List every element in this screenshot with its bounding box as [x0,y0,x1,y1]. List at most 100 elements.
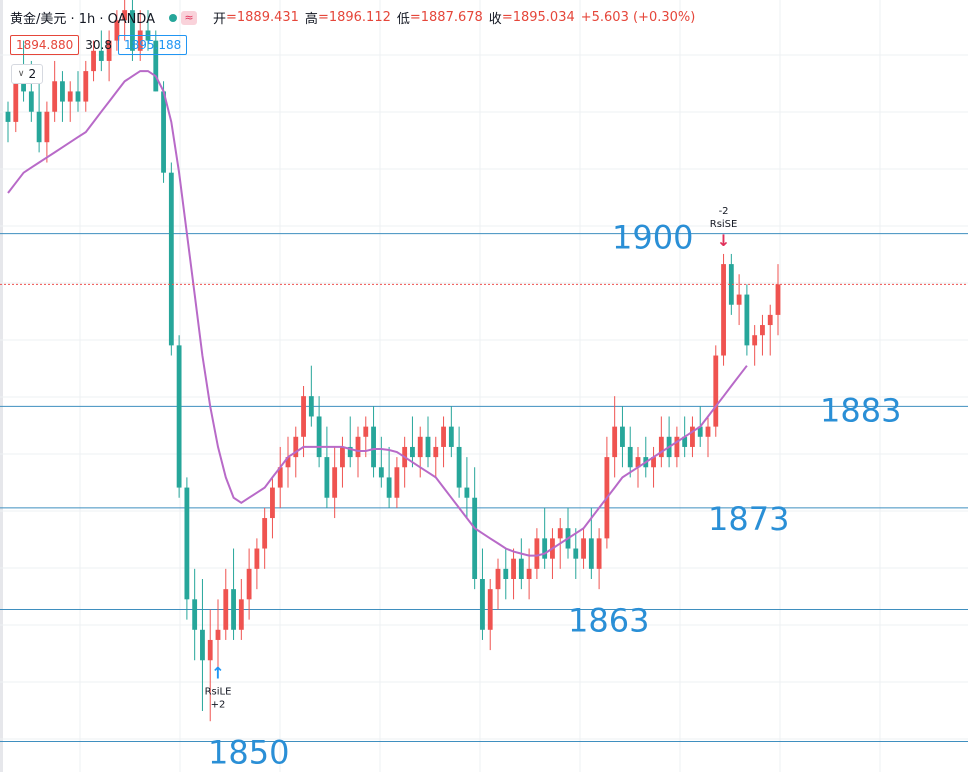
level-label: 1900 [612,219,693,257]
candle-body [480,579,485,630]
candle-body [153,40,159,92]
low-label: 低 [396,12,410,27]
candle-body [588,538,594,569]
candle-body [433,446,439,458]
candle-body [651,457,656,468]
candle-body [526,568,532,579]
candle-body [690,426,695,447]
candle-body [713,355,719,427]
close-value: =1895.034 [501,10,575,25]
candle-body [767,314,773,326]
candle-body [254,548,260,569]
high-label: 高 [304,12,318,27]
indicators-toggle-button[interactable]: ∨ 2 [11,64,43,84]
candle-body [495,568,501,590]
candle-body [425,436,431,458]
candle-body [503,568,509,579]
sell-signal-arrow-icon: ↓ [717,231,730,250]
spread-value: 30.8 [85,38,112,52]
candle-body [487,589,493,630]
level-label: 1873 [708,500,789,538]
candle-body [456,446,462,488]
market-status-icon [168,13,177,22]
candle-body [347,446,353,458]
level-label: 1863 [568,601,649,639]
candle-body [60,81,65,102]
high-value: =1896.112 [317,10,391,25]
candle-body [293,436,299,458]
candle-body [200,629,205,661]
candle-body [270,487,275,519]
chart-left-edge [0,0,3,772]
level-label: 1883 [820,391,901,429]
candle-body [363,426,369,437]
candle-body [137,30,143,51]
candle-body [308,396,314,417]
candle-body [262,518,268,549]
candle-body [581,538,586,559]
candle-body [215,629,221,640]
buy-signal-qty: +2 [211,699,226,710]
sell-signal-label: RsiSE [710,219,738,230]
candle-body [596,538,602,569]
candle-body [394,467,400,498]
horizontal-levels: 1900 1883 1873 1863 1850 [0,219,968,772]
candle-body [340,446,345,468]
candle-body [332,467,338,498]
buy-signal-label: RsiLE [205,686,232,697]
buy-signal-arrow-icon: ↑ [211,663,224,682]
wave-icon[interactable]: ≈ [180,10,197,25]
candle-body [192,599,198,630]
candle-body [658,436,664,458]
candle-body [223,589,229,630]
moving-average-line [7,70,748,557]
candle-body [448,426,454,447]
candle-body [441,426,446,447]
candle-body [207,639,213,661]
candle-body [122,10,128,21]
candles [5,0,781,722]
candle-body [130,10,135,51]
candle-body [752,335,758,346]
candle-body [410,446,415,458]
candle-body [705,426,711,437]
sell-signal-qty: -2 [719,206,729,217]
level-label: 1850 [208,734,289,772]
candle-body [386,477,392,498]
candle-body [301,396,306,437]
bid-ask-badges: 1894.880 30.8 1895.188 [10,35,188,55]
candle-body [285,457,291,468]
candle-body [5,111,11,122]
candle-body [238,599,244,630]
candle-body [28,91,34,112]
candle-body [184,487,190,600]
indicator-count: 2 [28,67,37,81]
change-value: +5.603 (+0.30%) [580,10,696,25]
candle-body [573,548,579,559]
candle-body [316,416,322,458]
candle-body [355,436,361,458]
candle-body [277,467,283,488]
low-value: =1887.678 [409,10,483,25]
sell-price-badge[interactable]: 1894.880 [10,35,80,55]
candle-body [534,538,540,569]
candle-body [114,20,120,41]
candle-body [721,264,726,356]
candle-body [744,294,750,346]
open-label: 开 [212,12,226,27]
candle-body [682,436,688,447]
candle-body [13,81,19,122]
candle-body [168,172,174,346]
candle-body [91,50,96,72]
candle-body [324,457,330,498]
candle-body [44,111,50,143]
candle-body [83,71,89,102]
symbol-title[interactable]: 黄金/美元 · 1h · OANDA [10,12,155,27]
candle-body [627,446,633,468]
buy-price-badge[interactable]: 1895.188 [117,35,188,55]
candle-body [728,264,734,305]
candle-body [620,426,625,447]
candle-body [75,91,81,102]
candle-body [371,426,376,468]
